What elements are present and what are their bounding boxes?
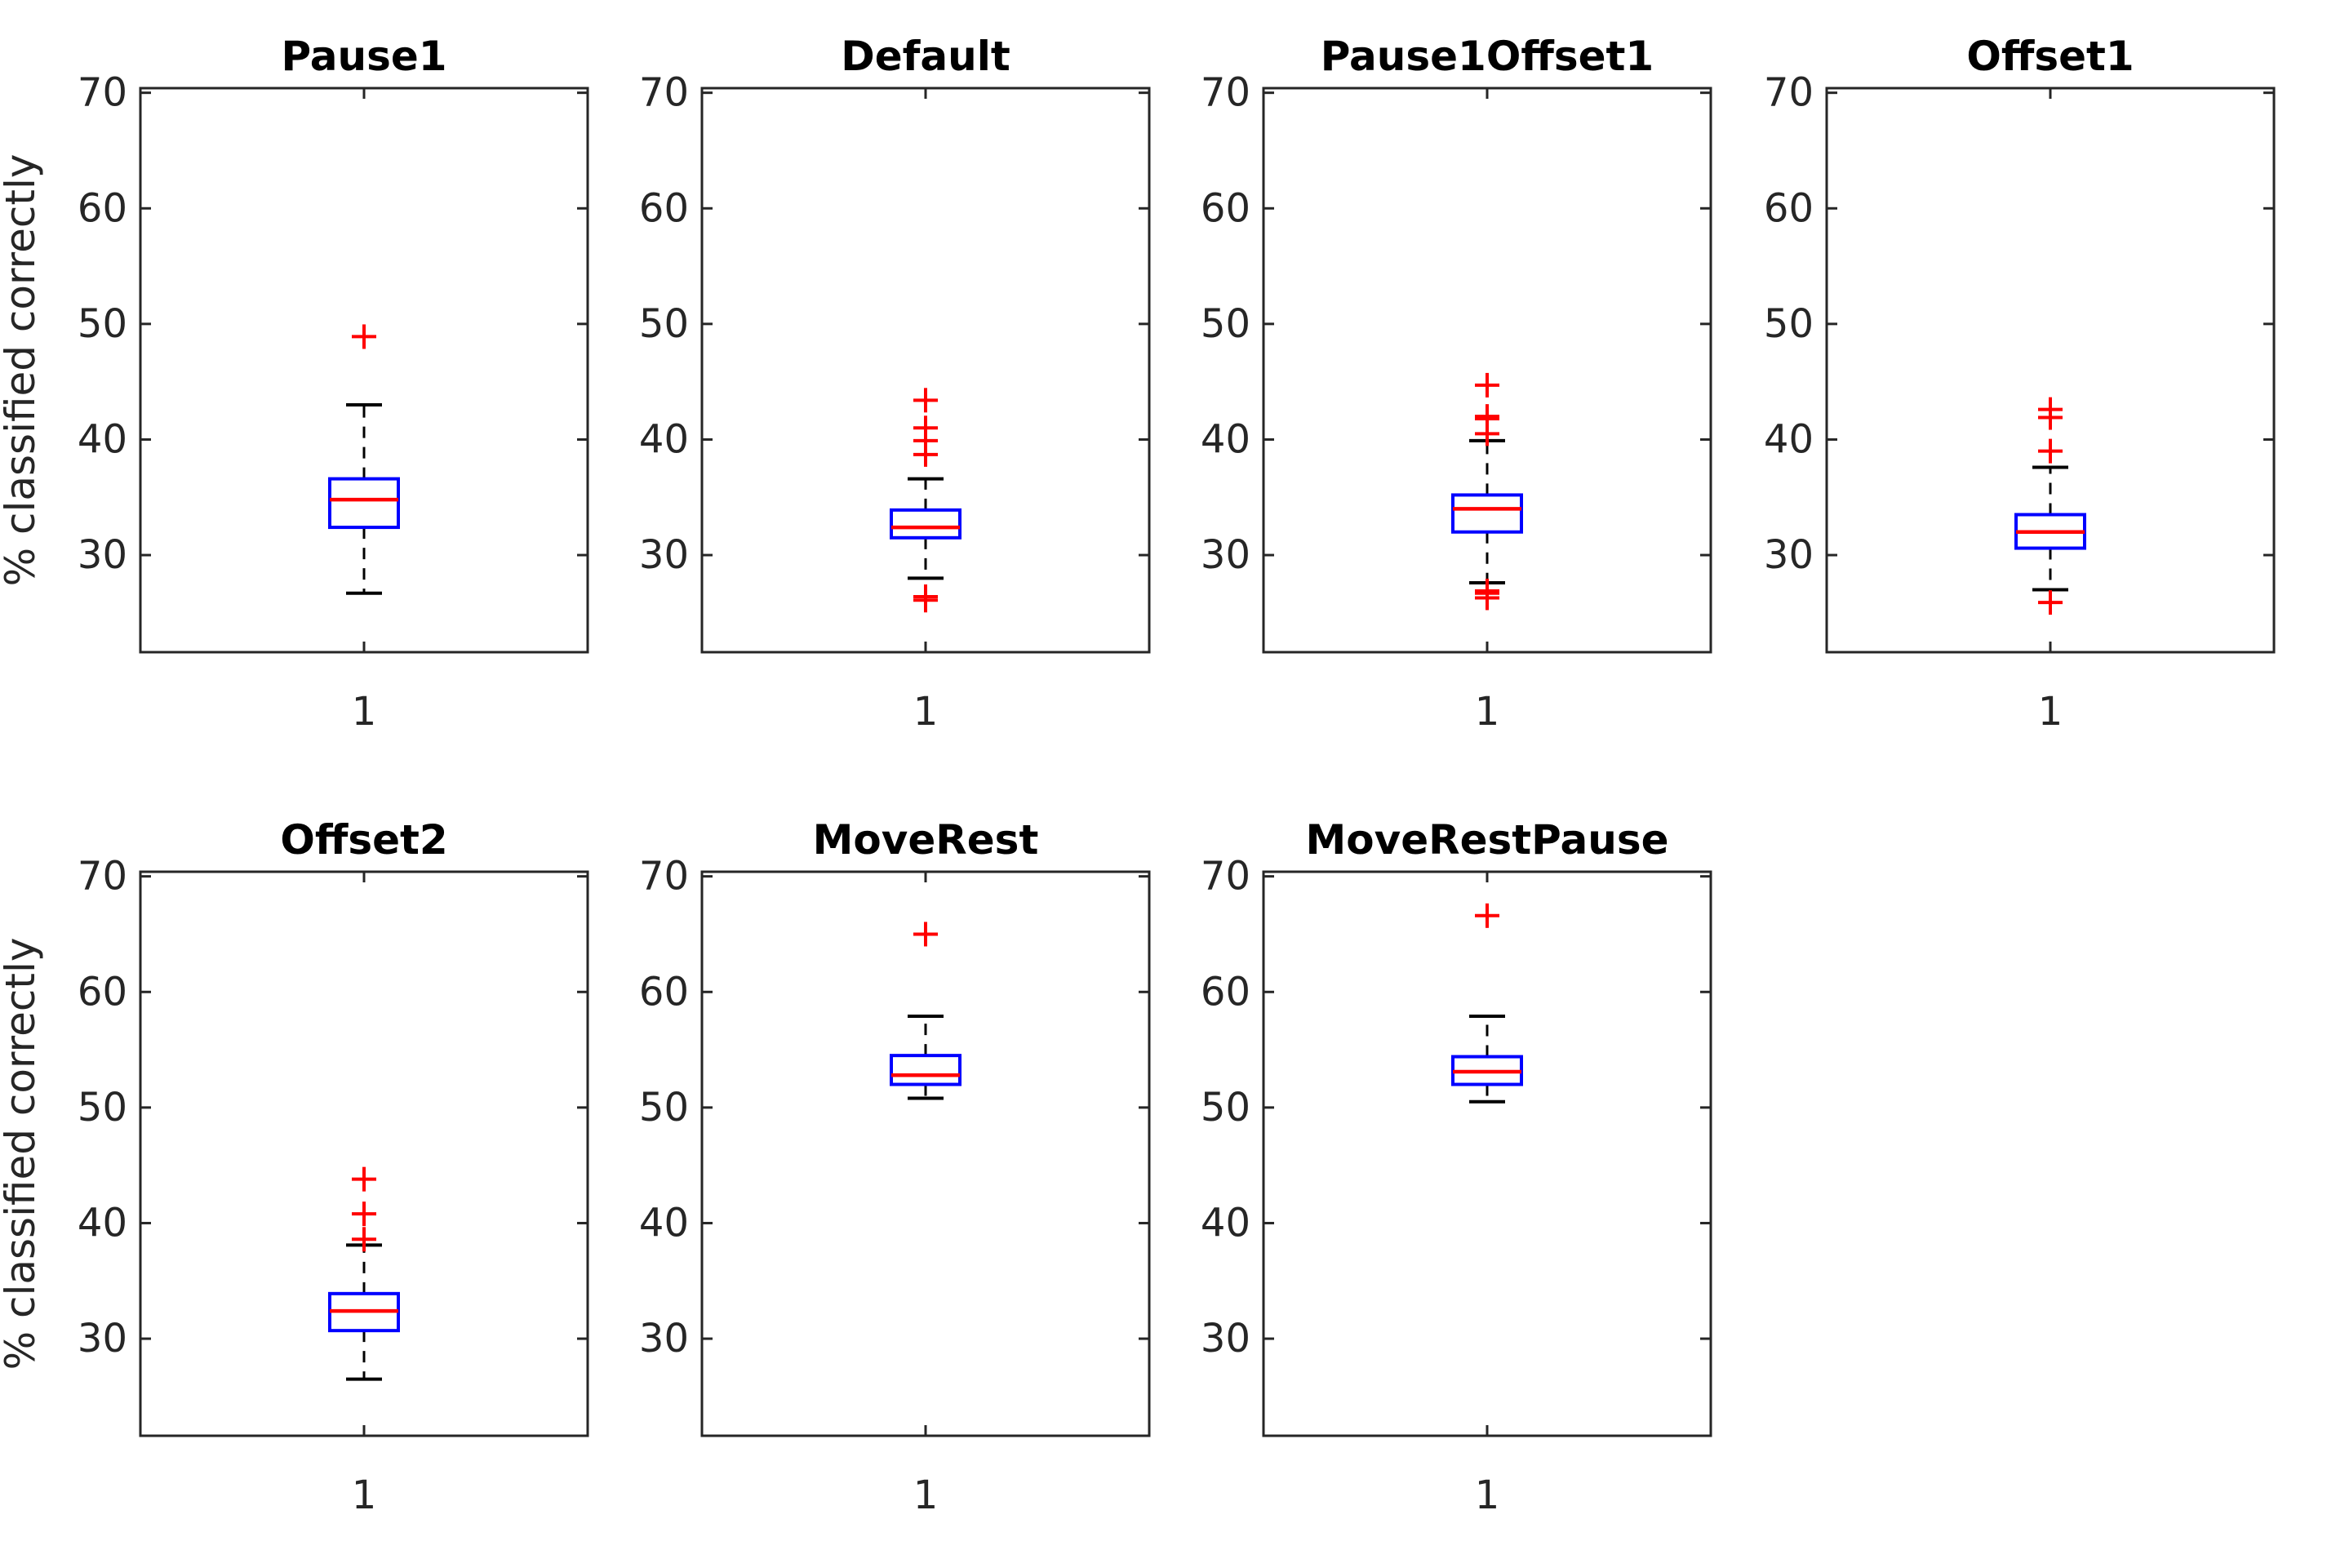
iqr-box [328,477,400,530]
iqr-box [1451,493,1523,534]
y-tick-label: 70 [78,854,127,899]
iqr-box [890,1054,961,1086]
outlier-marker [352,1227,376,1252]
outlier-marker [1475,585,1499,611]
y-tick-label: 60 [1764,185,1814,231]
subplot-title: Offset2 [280,816,447,864]
y-tick-label: 50 [78,1085,127,1130]
subplot-moverestpause: 70 60 50 40 30 MoveRestPause 1 [1201,816,1712,1518]
outlier-marker [352,1202,376,1227]
y-axis-label: % classified correctly [0,938,44,1370]
x-tick-label: 1 [1475,689,1500,735]
y-tick-label: 70 [1764,70,1814,116]
axes-box [1825,87,2276,654]
outlier-marker [2038,590,2063,615]
y-tick-label: 70 [1201,854,1250,899]
axes-box [1262,87,1712,654]
y-tick-label: 50 [639,301,689,347]
y-tick-label: 30 [1201,532,1250,578]
y-tick-label: 40 [639,1200,689,1246]
y-tick-label: 30 [78,532,127,578]
y-tick-label: 40 [78,416,127,462]
outlier-marker [1475,372,1499,398]
y-tick-label: 30 [78,1316,127,1361]
axes-box [1262,870,1712,1437]
x-tick-label: 1 [352,1472,377,1518]
axes-box [139,87,589,654]
y-tick-label: 30 [639,1316,689,1361]
subplot-pause1offset1: 70 60 50 40 30 Pause1Offset1 1 [1201,33,1712,735]
y-tick-label: 30 [1201,1316,1250,1361]
y-tick-label: 70 [639,854,689,899]
y-tick-label: 40 [1764,416,1814,462]
x-tick-label: 1 [913,689,939,735]
y-tick-label: 40 [1201,416,1250,462]
y-tick-label: 50 [1201,1085,1250,1130]
outlier-marker [352,324,376,349]
subplot-title: Default [841,33,1010,80]
y-tick-label: 40 [78,1200,127,1246]
y-tick-label: 30 [1764,532,1814,578]
y-tick-label: 60 [78,185,127,231]
outlier-marker [2038,405,2063,430]
subplot-title: Offset1 [1966,33,2134,80]
y-tick-label: 50 [1201,301,1250,347]
y-tick-label: 30 [639,532,689,578]
outlier-marker [913,588,938,613]
y-tick-label: 50 [639,1085,689,1130]
x-tick-label: 1 [352,689,377,735]
subplot-default: 70 60 50 40 30 Default 1 [639,33,1151,735]
subplot-offset2: 70 60 50 40 30 Offset2 1 % classified correctly [0,816,589,1518]
y-tick-label: 60 [1201,185,1250,231]
y-tick-label: 60 [639,969,689,1015]
y-tick-label: 60 [639,185,689,231]
subplot-pause1: 70 60 50 40 30 Pause1 1 % classified correctly [0,33,589,735]
outlier-marker [913,442,938,467]
axes-box [700,870,1151,1437]
outlier-marker [1475,421,1499,446]
subplot-title: MoveRest [813,816,1039,864]
y-tick-label: 70 [78,70,127,116]
x-tick-label: 1 [913,1472,939,1518]
subplot-title: MoveRestPause [1306,816,1669,864]
y-tick-label: 70 [639,70,689,116]
y-tick-label: 70 [1201,70,1250,116]
x-tick-label: 1 [2038,689,2063,735]
subplot-title: Pause1 [281,33,446,80]
outlier-marker [1475,903,1499,928]
y-tick-label: 50 [78,301,127,347]
outlier-marker [2038,438,2063,464]
subplot-offset1: 70 60 50 40 30 Offset1 1 [1764,33,2276,735]
y-tick-label: 40 [639,416,689,462]
outlier-marker [913,922,938,947]
y-tick-label: 60 [1201,969,1250,1015]
y-tick-label: 60 [78,969,127,1015]
x-tick-label: 1 [1475,1472,1500,1518]
subplot-title: Pause1Offset1 [1321,33,1654,80]
outlier-marker [913,388,938,413]
subplot-moverest: 70 60 50 40 30 MoveRest 1 [639,816,1151,1518]
y-tick-label: 40 [1201,1200,1250,1246]
y-tick-label: 50 [1764,301,1814,347]
iqr-box [890,508,961,540]
outlier-marker [352,1166,376,1192]
y-axis-label: % classified correctly [0,154,44,587]
